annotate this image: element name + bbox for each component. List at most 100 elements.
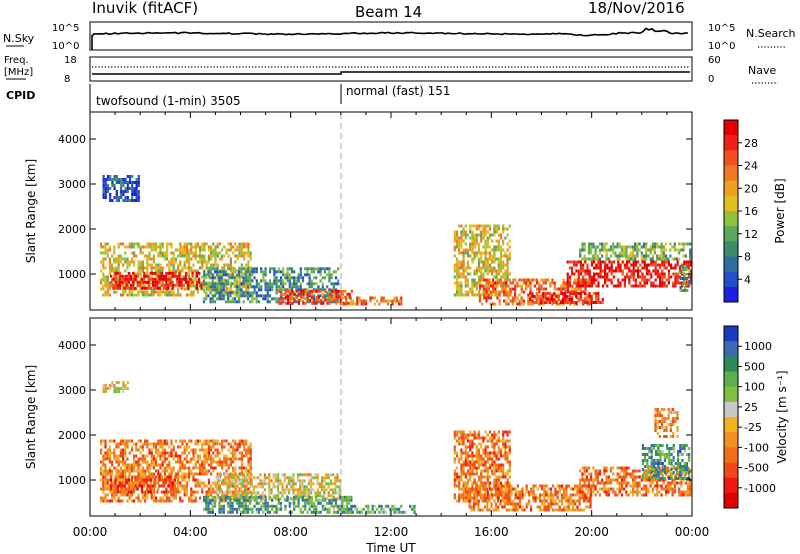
- heatmap-cell: [584, 301, 587, 304]
- heatmap-cell: [462, 251, 465, 255]
- heatmap-cell: [453, 478, 456, 482]
- heatmap-cell: [343, 504, 346, 508]
- heatmap-cell: [224, 270, 228, 274]
- heatmap-cell: [117, 269, 120, 273]
- heatmap-cell: [612, 284, 615, 288]
- heatmap-cell: [245, 487, 248, 491]
- heatmap-cell: [484, 245, 487, 249]
- heatmap-cell: [538, 281, 541, 285]
- heatmap-cell: [141, 260, 144, 264]
- heatmap-cell: [632, 272, 635, 276]
- heatmap-cell: [127, 484, 130, 488]
- heatmap-cell: [297, 504, 300, 508]
- heatmap-cell: [471, 230, 474, 234]
- heatmap-cell: [185, 466, 188, 470]
- heatmap-cell: [587, 251, 591, 255]
- heatmap-cell: [367, 510, 370, 514]
- heatmap-cell: [125, 277, 128, 281]
- heatmap-cell: [117, 260, 120, 264]
- heatmap-cell: [493, 266, 496, 270]
- heatmap-cell: [129, 283, 133, 287]
- heatmap-cell: [597, 260, 600, 264]
- heatmap-cell: [166, 475, 169, 479]
- heatmap-cell: [689, 242, 692, 246]
- heatmap-cell: [245, 454, 248, 458]
- heatmap-cell: [221, 439, 224, 443]
- heatmap-cell: [453, 275, 456, 279]
- heatmap-cell: [221, 448, 224, 452]
- heatmap-cell: [210, 448, 213, 452]
- heatmap-cell: [152, 254, 155, 258]
- heatmap-cell: [119, 466, 122, 470]
- heatmap-cell: [180, 280, 183, 284]
- heatmap-cell: [166, 251, 169, 255]
- heatmap-cell: [255, 485, 258, 489]
- heatmap-cell: [650, 281, 653, 285]
- heatmap-cell: [163, 493, 166, 497]
- heatmap-cell: [192, 254, 195, 258]
- heatmap-cell: [579, 251, 582, 255]
- heatmap-cell: [240, 284, 243, 288]
- heatmap-cell: [122, 190, 125, 193]
- heatmap-cell: [291, 292, 294, 296]
- colorbar-tick-label: 8: [744, 251, 751, 264]
- heatmap-cell: [498, 278, 501, 282]
- heatmap-cell: [155, 469, 158, 473]
- heatmap-cell: [511, 287, 514, 291]
- heatmap-cell: [168, 275, 171, 279]
- heatmap-cell: [473, 272, 476, 276]
- heatmap-cell: [229, 248, 232, 252]
- heatmap-cell: [295, 276, 298, 280]
- heatmap-cell: [322, 295, 325, 299]
- heatmap-cell: [297, 495, 300, 499]
- heatmap-cell: [111, 254, 114, 258]
- heatmap-cell: [188, 278, 191, 282]
- heatmap-cell: [144, 499, 147, 503]
- heatmap-cell: [318, 491, 321, 495]
- heatmap-cell: [165, 286, 168, 290]
- heatmap-cell: [682, 242, 685, 246]
- heatmap-cell: [282, 273, 285, 277]
- heatmap-cell: [205, 501, 208, 505]
- heatmap-cell: [469, 478, 472, 482]
- heatmap-cell: [362, 507, 365, 511]
- heatmap-cell: [178, 283, 181, 287]
- heatmap-cell: [168, 290, 171, 294]
- heatmap-cell: [674, 278, 677, 282]
- heatmap-cell: [159, 457, 162, 461]
- heatmap-cell: [332, 495, 335, 499]
- heatmap-cell: [137, 263, 140, 267]
- heatmap-cell: [229, 442, 232, 446]
- heatmap-cell: [244, 476, 247, 480]
- heatmap-cell: [279, 504, 283, 508]
- heatmap-cell: [327, 485, 330, 489]
- heatmap-cell: [669, 254, 672, 258]
- heatmap-cell: [316, 488, 319, 492]
- heatmap-cell: [207, 257, 210, 261]
- heatmap-cell: [384, 510, 387, 514]
- heatmap-cell: [110, 274, 113, 278]
- nsky-label: N.Sky: [3, 32, 35, 45]
- heatmap-cell: [194, 439, 197, 443]
- heatmap-cell: [199, 248, 202, 252]
- heatmap-cell: [119, 493, 122, 497]
- heatmap-cell: [141, 457, 144, 461]
- heatmap-cell: [334, 504, 338, 508]
- heatmap-cell: [116, 475, 119, 479]
- heatmap-cell: [251, 279, 254, 283]
- heatmap-cell: [143, 271, 146, 275]
- heatmap-cell: [641, 260, 644, 264]
- heatmap-cell: [562, 284, 565, 288]
- heatmap-cell: [246, 498, 250, 502]
- heatmap-cell: [279, 482, 282, 486]
- heatmap-cell: [502, 275, 505, 279]
- heatmap-cell: [659, 266, 662, 270]
- heatmap-cell: [246, 291, 250, 295]
- heatmap-cell: [248, 491, 251, 495]
- heatmap-cell: [137, 272, 140, 276]
- heatmap-cell: [168, 445, 171, 449]
- heatmap-cell: [469, 472, 472, 476]
- heatmap-cell: [249, 291, 252, 295]
- heatmap-cell: [247, 463, 250, 467]
- heatmap-cell: [667, 263, 670, 267]
